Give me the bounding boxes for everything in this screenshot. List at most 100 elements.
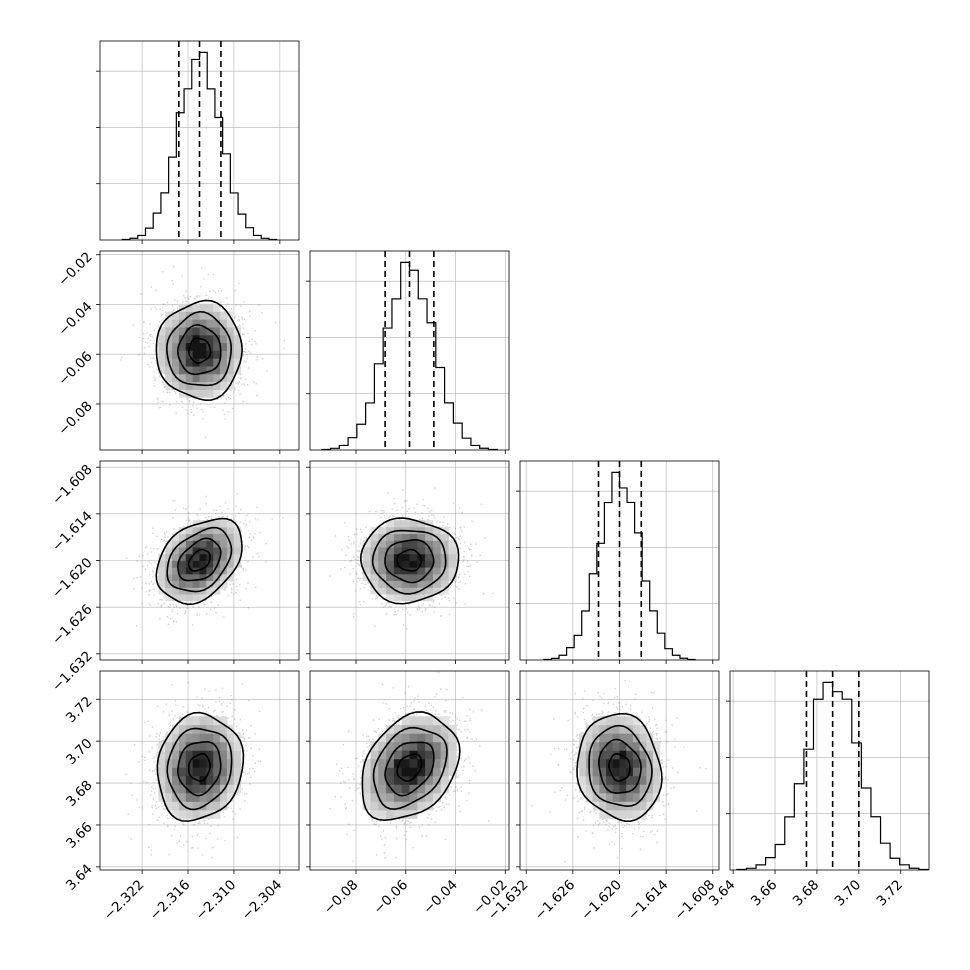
panel-2-1-cell	[386, 526, 395, 535]
panel-3-0-cell	[192, 716, 200, 726]
panel-3-0-cell	[185, 733, 194, 743]
panel-2-0-cell	[165, 580, 173, 588]
panel-3-0-cell	[233, 750, 242, 760]
panel-3-1-cell	[448, 741, 457, 751]
panel-2-1-cell	[386, 533, 395, 541]
panel-2-0-cell	[172, 567, 180, 575]
panel-2-0-cell	[185, 526, 194, 535]
panel-2-0-cell	[226, 573, 235, 582]
panel-2-0-cell	[158, 580, 166, 588]
panel-3-0-cell	[165, 741, 173, 751]
panel-3-1-cell	[432, 741, 442, 751]
panel-1-0-cell	[199, 319, 207, 328]
panel-1-0-cell	[233, 334, 242, 344]
panel-2-1-cell	[417, 526, 426, 535]
panel-2-1-cell	[432, 573, 442, 582]
panel-3-1-cell	[362, 801, 371, 811]
panel-3-2-cell	[619, 767, 627, 777]
panel-2-0-cell	[213, 533, 221, 541]
panel-1-0-contour-2	[166, 310, 232, 387]
panel-3-1-cell	[432, 716, 442, 726]
panel-3-0-cell	[199, 809, 207, 819]
panel-3-0-cell	[178, 724, 187, 734]
panel-3-0-cell	[158, 775, 166, 785]
ytick-label-3-3: 3.70	[63, 736, 96, 769]
panel-3-2-cell	[606, 750, 614, 760]
panel-2-0-cell	[192, 547, 200, 555]
panel-2-1-cell	[362, 540, 371, 548]
panel-2-0-cell	[192, 560, 200, 568]
panel-3-1-cell	[417, 767, 426, 777]
panel-2-1-cell	[378, 560, 387, 568]
panel-2-0-cell	[165, 587, 173, 595]
panel-1-0-cell	[185, 373, 194, 383]
panel-3-2-cell	[619, 741, 627, 751]
panel-3-2-cell	[619, 784, 627, 794]
panel-3-2-cell	[639, 801, 647, 811]
panel-2-1-cell	[386, 567, 395, 575]
panel-3-1-cell	[386, 758, 395, 768]
panel-3-0-cell	[199, 767, 207, 777]
panel-3-2-cell	[646, 775, 654, 785]
panel-2-0-cell	[199, 594, 207, 602]
panel-2-0-cell	[165, 567, 173, 575]
panel-3-0-cell	[213, 750, 221, 760]
panel-3-2-cell	[606, 716, 614, 726]
panel-1-0-cell	[158, 366, 166, 375]
panel-1-0-cell	[226, 358, 235, 367]
panel-3-2-cell	[592, 741, 600, 751]
panel-3-2-cell	[626, 775, 634, 785]
panel-2-0-cell	[185, 547, 194, 555]
panel-1-0-cell	[178, 327, 187, 336]
panel-2-1-cell	[417, 573, 426, 582]
panel-1-0-cell	[233, 342, 242, 351]
panel-2-1-cell	[393, 594, 403, 602]
ytick-label-1-2: −0.04	[55, 299, 96, 340]
panel-3-0-cell	[158, 758, 166, 768]
panel-2-0-cell	[178, 540, 187, 548]
panel-3-1-cell	[440, 775, 449, 785]
panel-3-2-cell	[599, 767, 607, 777]
panel-3-1-cell	[370, 741, 379, 751]
panel-2-0-cell	[206, 560, 214, 568]
panel-2-0-cell	[158, 560, 166, 568]
panel-1-0-content	[120, 265, 286, 439]
panel-2-0-cell	[233, 533, 242, 541]
panel-2-0-cell	[178, 567, 187, 575]
panel-2-0-cell	[165, 553, 173, 561]
panel-2-0-cell	[199, 520, 207, 528]
panel-2-1-cell	[386, 580, 395, 588]
panel-1-0-cell	[233, 350, 242, 359]
panel-2-1-contour-0	[396, 548, 423, 572]
panel-3-1-cell	[370, 758, 379, 768]
panel-3-2-cell	[606, 792, 614, 802]
panel-2-1-cell	[393, 520, 403, 528]
panel-3-1-cell	[440, 733, 449, 743]
panel-3-1-cell	[448, 758, 457, 768]
panel-3-2-cell	[619, 809, 627, 819]
panel-2-1-cell	[440, 533, 449, 541]
panel-3-1-contour-0	[396, 753, 423, 782]
panel-3-2-cell	[639, 775, 647, 785]
panel-3-0-cell	[192, 767, 200, 777]
panel-2-0-cell	[172, 533, 180, 541]
panel-2-0-contour-2	[166, 526, 233, 593]
panel-2-1-cell	[425, 560, 434, 568]
panel-2-1-cell	[386, 553, 395, 561]
xtick-label-0-3: −2.304	[239, 877, 286, 924]
panel-1-0-cell	[172, 373, 180, 383]
panel-3-0-cell	[226, 758, 235, 768]
panel-2-0-cell	[165, 573, 173, 582]
panel-3-2-contour-0	[608, 753, 631, 782]
panel-2-1-cell	[417, 547, 426, 555]
panel-3-2-cell	[639, 784, 647, 794]
panel-3-0-cell	[206, 775, 214, 785]
panel-2-1-cell	[401, 553, 410, 561]
panel-3-2-contour-3	[576, 712, 663, 822]
panel-1-0-cell	[213, 381, 221, 390]
panel-1-0-cell	[213, 311, 221, 320]
panel-2-0-cell	[226, 560, 235, 568]
panel-3-0-cell	[172, 775, 180, 785]
ytick-label-3-4: 3.72	[63, 694, 96, 727]
panel-3-1-cell	[432, 792, 442, 802]
